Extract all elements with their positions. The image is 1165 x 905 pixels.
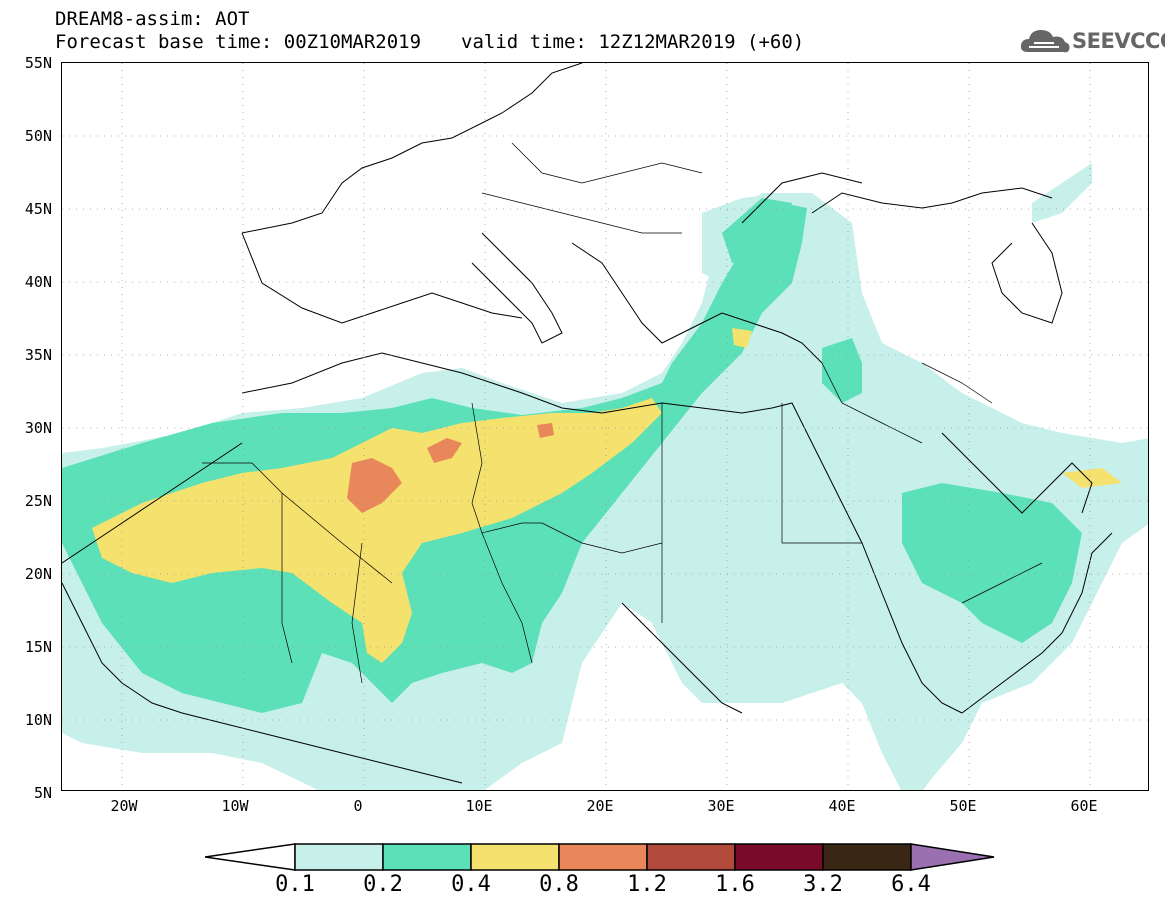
- colorbar-swatch-0.1: [294, 843, 384, 871]
- colorbar-over-arrow: [910, 843, 995, 871]
- lat-label-30n: 30N: [24, 419, 52, 437]
- base-time: Forecast base time: 00Z10MAR2019: [55, 31, 422, 53]
- colorbar-swatch-1.6: [734, 843, 824, 871]
- aot-field: [62, 163, 1148, 790]
- lat-label-55n: 55N: [24, 54, 52, 72]
- aot-level-0.8-c: [537, 423, 554, 438]
- valid-time: valid time: 12Z12MAR2019 (+60): [461, 31, 805, 53]
- map-canvas: [62, 63, 1148, 790]
- lat-label-20n: 20N: [24, 565, 52, 583]
- colorbar-label-6.4: 6.4: [891, 872, 931, 897]
- seevccc-logo: SEEVCCC: [1020, 25, 1165, 57]
- cloud-icon: [1020, 30, 1070, 53]
- aot-level-0.4: [92, 398, 662, 663]
- aot-level-0.8-b: [427, 438, 462, 463]
- aot-level-0.2-arabia: [902, 483, 1082, 643]
- graticule: [62, 63, 1148, 790]
- lon-label-0: 0: [353, 797, 363, 815]
- lat-label-25n: 25N: [24, 492, 52, 510]
- colorbar-swatch-0.8: [558, 843, 648, 871]
- aot-level-0.8-d: [732, 328, 752, 348]
- colorbar-label-1.6: 1.6: [715, 872, 755, 897]
- aot-level-0.8-a: [347, 458, 402, 513]
- lon-label-10w: 10W: [221, 797, 249, 815]
- lat-label-45n: 45N: [24, 200, 52, 218]
- colorbar-label-0.4: 0.4: [451, 872, 491, 897]
- colorbar-swatch-3.2: [822, 843, 912, 871]
- aot-level-0.2-blacksea: [722, 198, 792, 263]
- aot-colorbar: [205, 843, 995, 871]
- colorbar-label-3.2: 3.2: [803, 872, 843, 897]
- colorbar-swatch-0.4: [470, 843, 560, 871]
- lon-label-50e: 50E: [949, 797, 977, 815]
- lat-label-50n: 50N: [24, 127, 52, 145]
- aot-level-0.1-caspian: [1032, 163, 1092, 223]
- lat-label-10n: 10N: [24, 711, 52, 729]
- map-title: DREAM8-assim: AOT: [55, 8, 250, 30]
- colorbar-under-arrow: [205, 843, 296, 871]
- colorbar-swatch-1.2: [646, 843, 736, 871]
- colorbar-label-0.1: 0.1: [275, 872, 315, 897]
- lon-label-10e: 10E: [465, 797, 493, 815]
- lon-label-20w: 20W: [110, 797, 138, 815]
- lon-label-40e: 40E: [828, 797, 856, 815]
- lat-label-35n: 35N: [24, 346, 52, 364]
- coastlines: [62, 63, 1113, 784]
- lon-label-60e: 60E: [1070, 797, 1098, 815]
- lon-label-20e: 20E: [586, 797, 614, 815]
- aot-level-0.8-e: [1062, 468, 1122, 488]
- lat-label-15n: 15N: [24, 638, 52, 656]
- colorbar-label-0.2: 0.2: [363, 872, 403, 897]
- colorbar-swatch-0.2: [382, 843, 472, 871]
- lat-label-5n: 5N: [33, 784, 52, 802]
- aot-level-0.2-syria: [822, 338, 862, 403]
- colorbar-label-1.2: 1.2: [627, 872, 667, 897]
- lat-label-40n: 40N: [24, 273, 52, 291]
- map-subtitle: Forecast base time: 00Z10MAR2019 valid ti…: [55, 32, 804, 52]
- colorbar-label-0.8: 0.8: [539, 872, 579, 897]
- lon-label-30e: 30E: [707, 797, 735, 815]
- borders: [202, 142, 1043, 684]
- aot-map: [61, 62, 1149, 791]
- logo-text: SEEVCCC: [1072, 29, 1165, 53]
